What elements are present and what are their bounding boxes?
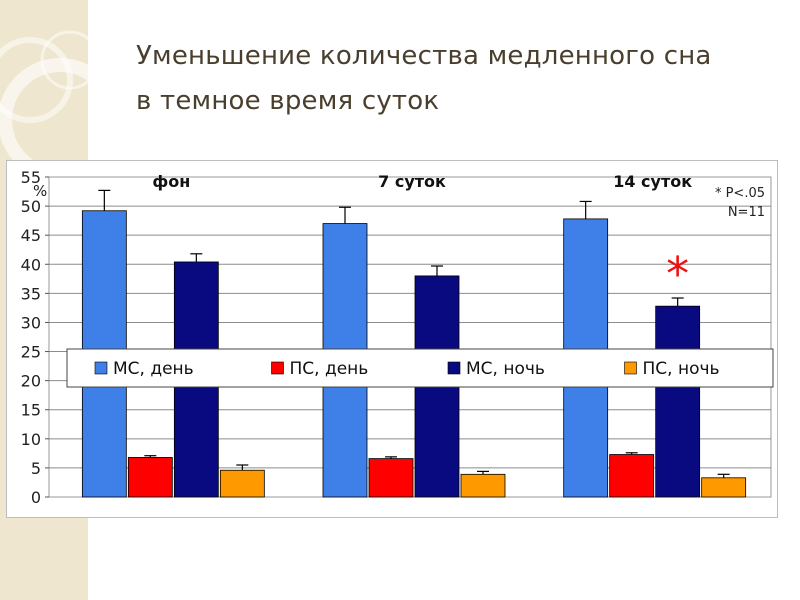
legend-swatch	[271, 361, 284, 375]
bar	[219, 469, 265, 498]
bar	[460, 473, 506, 498]
y-tick-label: 35	[21, 284, 41, 303]
y-tick-label: 15	[21, 401, 41, 420]
significance-note: N=11	[728, 205, 765, 220]
y-tick-label: 5	[31, 459, 41, 478]
legend-label: ПС, ночь	[643, 359, 720, 379]
bar	[655, 305, 701, 498]
y-tick-label: 30	[21, 313, 41, 332]
slide-title-line-2: в темное время суток	[136, 86, 440, 116]
y-tick-label: 50	[21, 197, 41, 216]
legend-swatch	[94, 361, 108, 375]
legend-box	[66, 348, 774, 388]
y-tick-label: 10	[21, 430, 41, 449]
y-axis-label: %	[33, 182, 47, 200]
legend-label: МС, день	[113, 359, 194, 379]
bar	[701, 477, 747, 498]
significance-note: * P<.05	[715, 186, 765, 201]
bar	[127, 457, 173, 498]
chart-frame: 0 5 10 15 20 25 30 35 40 45 50 55% фон 7 суток 14 суто…	[6, 160, 778, 518]
y-tick-label: 25	[21, 343, 41, 362]
y-tick-label: 20	[21, 372, 41, 391]
slide-title: Уменьшение количества медленного сна в т…	[136, 34, 776, 124]
significance-asterisk: *	[666, 247, 689, 301]
legend-label: ПС, день	[290, 359, 369, 379]
category-label: 7 суток	[378, 172, 446, 191]
y-tick-label: 45	[21, 226, 41, 245]
legend-swatch	[624, 361, 637, 375]
category-label: фон	[152, 172, 190, 191]
slide-title-line-1: Уменьшение количества медленного сна	[136, 41, 712, 71]
legend-label: МС, ночь	[466, 359, 545, 379]
bar	[368, 458, 414, 498]
legend-swatch	[447, 361, 461, 375]
category-label: 14 суток	[613, 172, 692, 191]
y-tick-label: 0	[31, 488, 41, 507]
y-tick-label: 40	[21, 255, 41, 274]
bar	[609, 454, 655, 498]
y-tick-label: 55	[21, 168, 41, 187]
sleep-bar-chart: 0 5 10 15 20 25 30 35 40 45 50 55% фон 7 суток 14 суто…	[21, 168, 774, 507]
plot-area	[48, 176, 772, 498]
